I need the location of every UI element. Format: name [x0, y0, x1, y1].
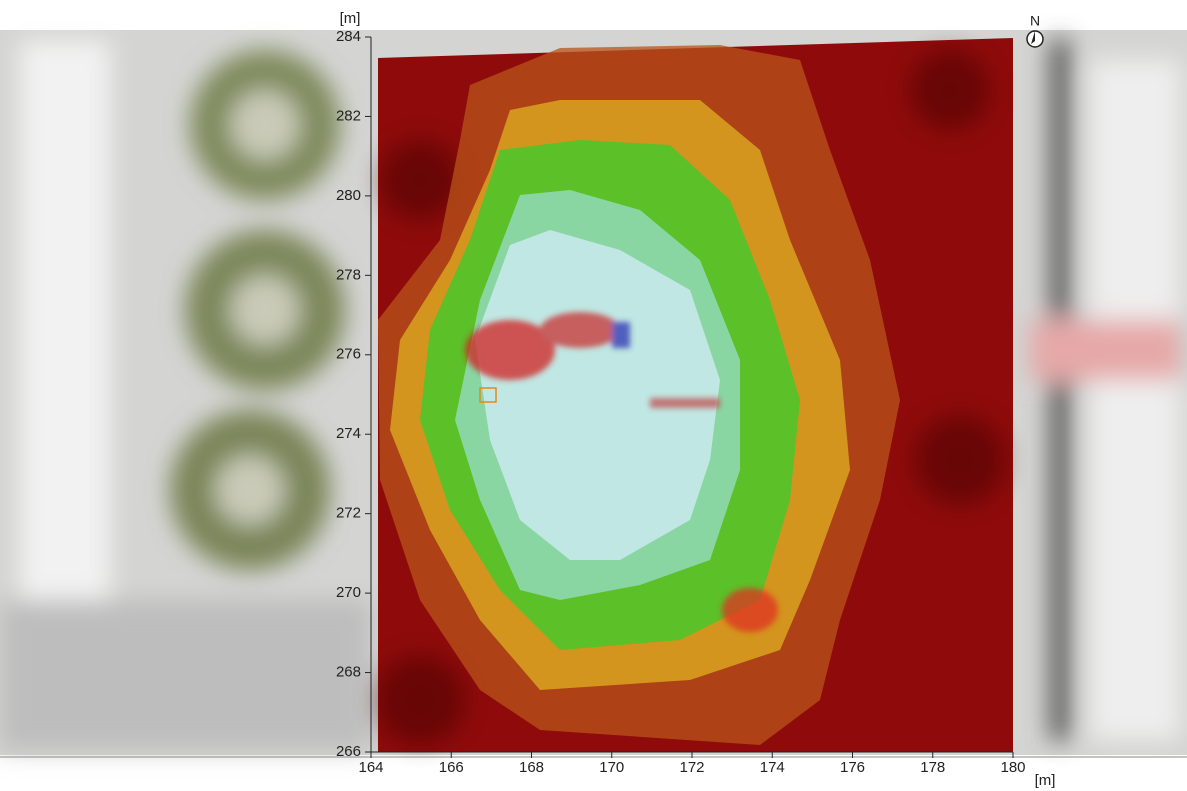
compass-label: N [1030, 13, 1040, 29]
x-tick-label: 164 [358, 759, 383, 776]
y-tick-label: 278 [336, 266, 361, 283]
x-tick-label: 170 [599, 759, 624, 776]
map-view: [m] [m] 266 268 270 272 274 276 278 280 282 284 16… [0, 0, 1187, 791]
y-tick-label: 284 [336, 28, 361, 45]
y-tick-label: 276 [336, 346, 361, 363]
y-tick-label: 266 [336, 743, 361, 760]
contour-field [375, 38, 1013, 752]
y-tick-label: 280 [336, 187, 361, 204]
x-tick-label: 178 [920, 759, 945, 776]
x-tick-label: 166 [439, 759, 464, 776]
y-tick-label: 274 [336, 425, 361, 442]
x-tick-label: 168 [519, 759, 544, 776]
y-tick-label: 270 [336, 584, 361, 601]
y-tick-label: 268 [336, 664, 361, 681]
x-axis-label: [m] [1035, 772, 1056, 789]
x-tick-label: 172 [679, 759, 704, 776]
x-tick-label: 174 [760, 759, 785, 776]
y-tick-label: 282 [336, 107, 361, 124]
north-arrow: N [1027, 13, 1043, 47]
x-tick-label: 176 [840, 759, 865, 776]
x-tick-label: 180 [1000, 759, 1025, 776]
y-tick-label: 272 [336, 505, 361, 522]
y-axis-label: [m] [340, 10, 361, 27]
